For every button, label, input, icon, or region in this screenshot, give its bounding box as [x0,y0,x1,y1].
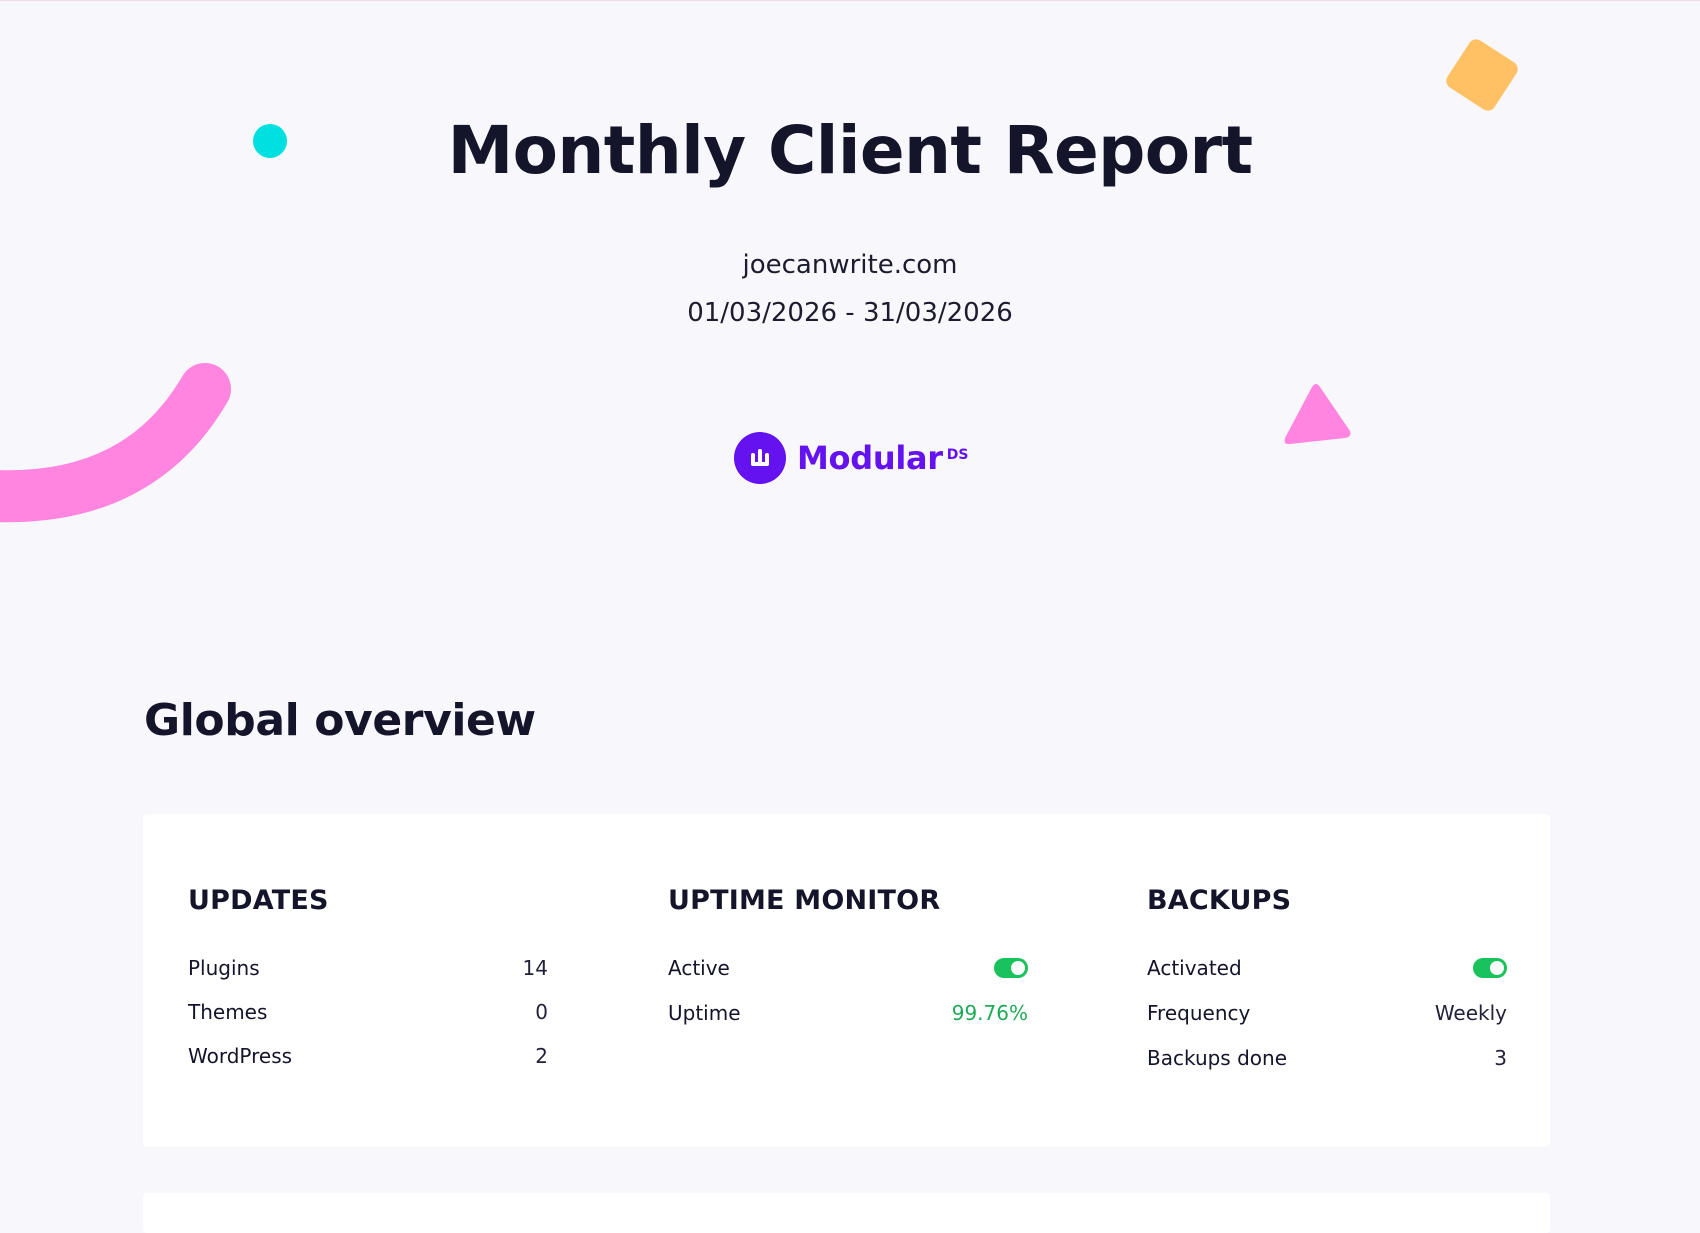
brand-suffix: DS [946,447,969,463]
updates-row-plugins: Plugins 14 [188,946,548,990]
updates-row-themes: Themes 0 [188,990,548,1034]
backups-done-value: 3 [1494,1045,1507,1070]
row-value: 14 [522,956,548,980]
report-cover: Monthly Client Report joecanwrite.com 01… [0,1,1700,621]
row-label: Uptime [668,1000,741,1025]
section-title-global-overview: Global overview [144,695,536,746]
uptime-active-toggle [994,958,1028,978]
row-label: Activated [1147,956,1242,980]
backups-panel: BACKUPS Activated Frequency Weekly Backu… [1147,884,1507,1080]
pink-arc-decoration [0,363,231,523]
backups-row-frequency: Frequency Weekly [1147,990,1507,1035]
updates-title: UPDATES [188,885,329,916]
uptime-row-uptime: Uptime 99.76% [668,990,1028,1035]
brand-name: Modular [797,439,943,477]
toggle-knob [1490,961,1504,975]
row-label: Plugins [188,956,260,980]
backups-row-activated: Activated [1147,946,1507,990]
brand-logo: Modular DS [734,431,968,485]
site-domain: joecanwrite.com [742,250,958,280]
toggle-knob [1011,961,1025,975]
next-section-card [143,1193,1550,1233]
report-title: Monthly Client Report [447,112,1253,189]
uptime-percentage: 99.76% [951,1000,1028,1025]
updates-row-wordpress: WordPress 2 [188,1034,548,1078]
uptime-monitor-panel: UPTIME MONITOR Active Uptime 99.76% [668,884,1028,1035]
backups-activated-toggle [1473,958,1507,978]
row-label: Themes [188,1000,268,1024]
orange-diamond-decoration [1446,39,1518,111]
backups-title: BACKUPS [1147,885,1292,916]
uptime-row-active: Active [668,946,1028,990]
row-label: Active [668,956,730,980]
row-value: 0 [535,1000,548,1024]
global-overview-card: UPDATES Plugins 14 Themes 0 WordPress 2 … [143,814,1550,1147]
cyan-dot-decoration [253,124,287,158]
report-date-range: 01/03/2026 - 31/03/2026 [687,298,1013,328]
updates-panel: UPDATES Plugins 14 Themes 0 WordPress 2 [188,884,548,1078]
row-label: Frequency [1147,1000,1251,1025]
pink-triangle-decoration [1284,384,1351,445]
backup-frequency-value: Weekly [1434,1000,1507,1025]
row-label: Backups done [1147,1045,1287,1070]
modular-logo-icon [734,432,786,484]
row-label: WordPress [188,1044,293,1068]
row-value: 2 [535,1044,548,1068]
backups-row-done: Backups done 3 [1147,1035,1507,1080]
uptime-monitor-title: UPTIME MONITOR [668,885,941,916]
